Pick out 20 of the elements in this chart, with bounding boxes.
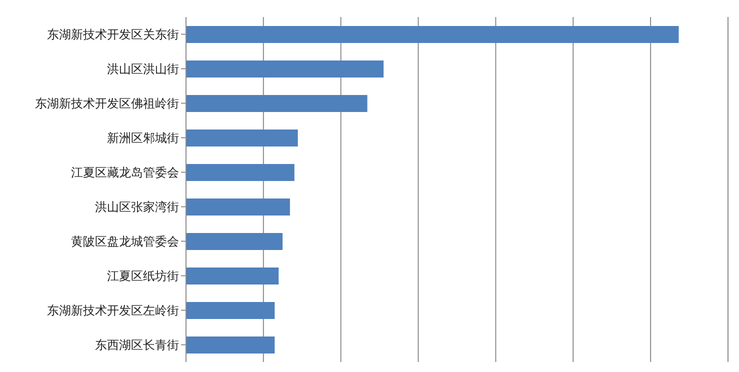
bar <box>186 302 275 319</box>
bar <box>186 233 283 250</box>
y-tick-label: 洪山区张家湾街 <box>95 200 179 214</box>
y-tick-label: 江夏区纸坊街 <box>107 269 179 284</box>
y-tick-label: 黄陂区盘龙城管委会 <box>71 234 179 249</box>
y-tick-label: 东湖新技术开发区左岭街 <box>47 304 179 318</box>
y-tick-label: 新洲区邾城街 <box>107 131 179 146</box>
bar <box>186 130 298 146</box>
bar <box>186 268 279 284</box>
bar <box>186 60 384 78</box>
y-tick-label: 东西湖区长青街 <box>95 338 179 352</box>
y-tick-label: 东湖新技术开发区佛祖岭街 <box>35 96 179 111</box>
bar <box>186 198 290 216</box>
y-tick-label: 东湖新技术开发区关东街 <box>47 28 179 42</box>
bar <box>186 95 368 112</box>
y-tick-label: 江夏区藏龙岛管委会 <box>71 166 179 180</box>
bar <box>186 26 679 43</box>
bar <box>186 336 275 354</box>
y-tick-label: 洪山区洪山街 <box>107 62 179 76</box>
bar <box>186 164 294 181</box>
